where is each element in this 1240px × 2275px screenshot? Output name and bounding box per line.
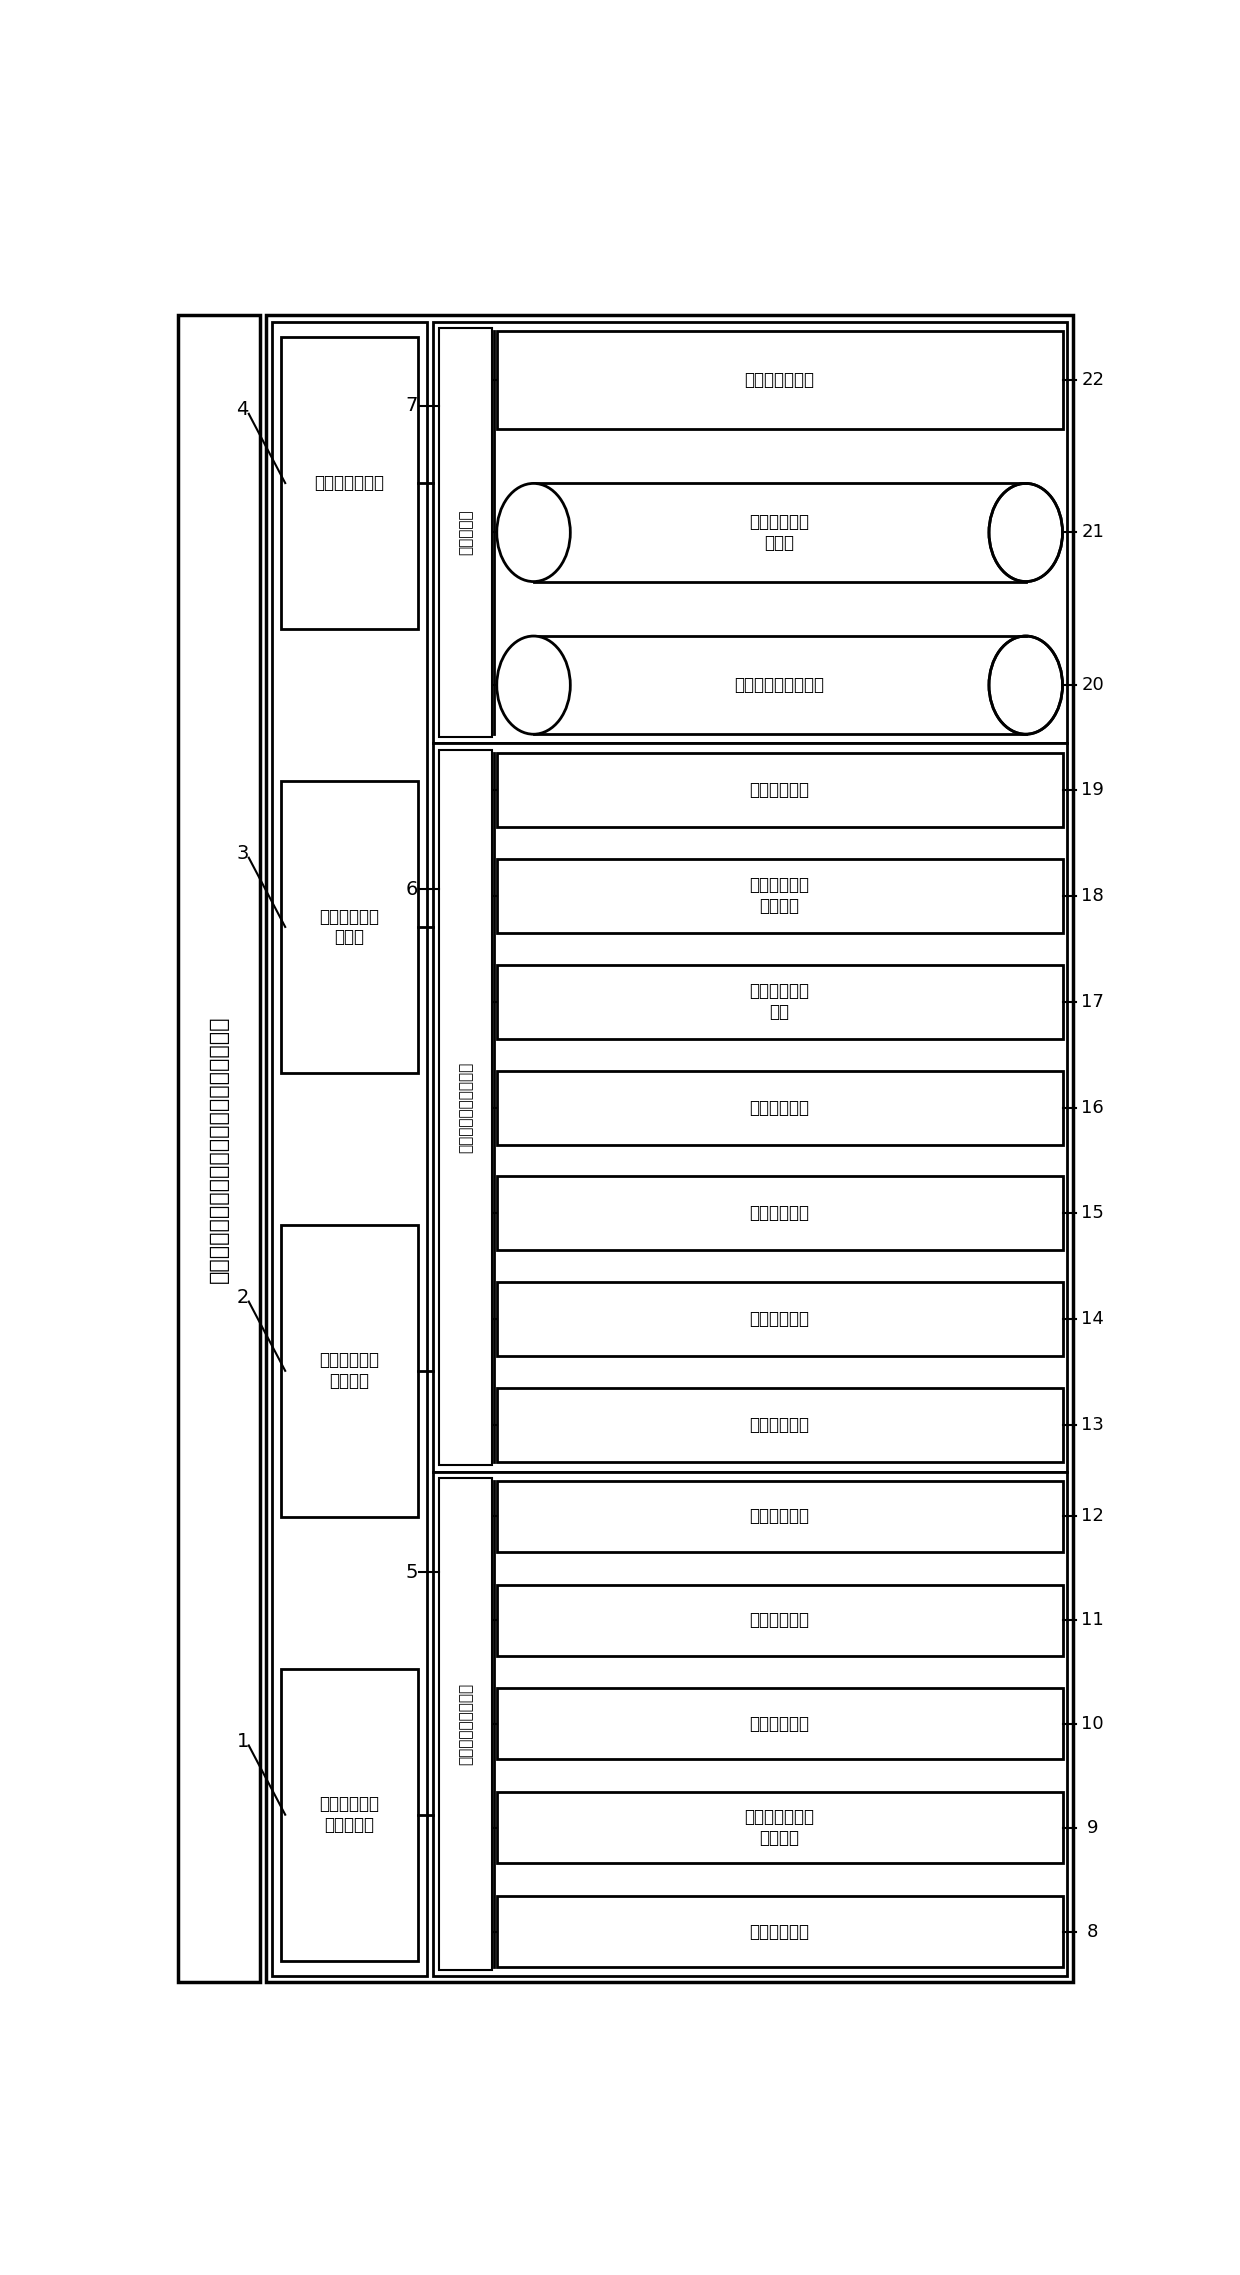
Text: 参数转换模块: 参数转换模块 bbox=[750, 1203, 810, 1222]
Text: 信令解析模块: 信令解析模块 bbox=[750, 1099, 810, 1117]
Text: 3: 3 bbox=[237, 844, 249, 862]
Text: 10: 10 bbox=[1081, 1715, 1104, 1734]
Bar bbox=[433, 744, 1068, 1472]
Bar bbox=[497, 1481, 1063, 1552]
Text: 参数化装配模块: 参数化装配模块 bbox=[315, 473, 384, 491]
Text: 控制响应模块: 控制响应模块 bbox=[750, 1508, 810, 1524]
Bar bbox=[497, 1283, 1063, 1356]
Text: 定子线棒参数
化建模模块: 定子线棒参数 化建模模块 bbox=[320, 1795, 379, 1834]
Text: 12: 12 bbox=[1081, 1508, 1104, 1524]
Bar bbox=[497, 858, 1063, 933]
Text: 2: 2 bbox=[237, 1288, 249, 1308]
Text: 17: 17 bbox=[1081, 992, 1104, 1010]
Text: 15: 15 bbox=[1081, 1203, 1104, 1222]
Bar bbox=[497, 1072, 1063, 1144]
Bar bbox=[281, 1668, 418, 1961]
Text: 19: 19 bbox=[1081, 780, 1104, 799]
Text: 义生模入模块: 义生模入模块 bbox=[750, 1417, 810, 1433]
Text: 4: 4 bbox=[237, 400, 249, 419]
Bar bbox=[281, 780, 418, 1074]
Bar bbox=[439, 1479, 492, 1970]
Text: 22: 22 bbox=[1081, 371, 1105, 389]
Bar bbox=[497, 1388, 1063, 1463]
Text: 6: 6 bbox=[405, 880, 418, 899]
Ellipse shape bbox=[497, 637, 570, 735]
Bar bbox=[497, 1895, 1063, 1968]
Bar bbox=[439, 751, 492, 1465]
Text: 可视化图形参数
输入模块: 可视化图形参数 输入模块 bbox=[745, 1809, 815, 1847]
Text: 18: 18 bbox=[1081, 887, 1104, 905]
Text: 建模规则约束
解析模块: 建模规则约束 解析模块 bbox=[750, 876, 810, 915]
Ellipse shape bbox=[497, 482, 570, 582]
Text: 8: 8 bbox=[1087, 1922, 1099, 1941]
Bar bbox=[497, 965, 1063, 1040]
Bar bbox=[433, 321, 1068, 744]
Bar bbox=[272, 321, 427, 1977]
Bar bbox=[497, 753, 1063, 826]
Text: 压板参数化建
模模块: 压板参数化建 模模块 bbox=[320, 908, 379, 946]
Text: 参数输入模块: 参数输入模块 bbox=[750, 1715, 810, 1734]
Text: 参数解析模块: 参数解析模块 bbox=[750, 1310, 810, 1329]
Text: 20: 20 bbox=[1081, 676, 1104, 694]
Text: 代价函数模型
数据库: 代价函数模型 数据库 bbox=[750, 514, 810, 553]
Bar bbox=[281, 1224, 418, 1517]
Text: 21: 21 bbox=[1081, 523, 1104, 541]
Bar bbox=[533, 482, 1025, 582]
Bar bbox=[533, 637, 1025, 735]
Text: 面向装配模块: 面向装配模块 bbox=[750, 780, 810, 799]
Bar bbox=[497, 1688, 1063, 1759]
Bar bbox=[179, 316, 259, 1982]
Text: 7: 7 bbox=[405, 396, 418, 416]
Text: 模型显示模块: 模型显示模块 bbox=[750, 1922, 810, 1941]
Text: 9: 9 bbox=[1087, 1818, 1099, 1836]
Text: 1: 1 bbox=[237, 1731, 249, 1752]
Text: 支撑环参数化
建模模块: 支撑环参数化 建模模块 bbox=[320, 1351, 379, 1390]
Ellipse shape bbox=[990, 482, 1063, 582]
Text: 大型汽轮发电机定子端部参数化自动建模系统: 大型汽轮发电机定子端部参数化自动建模系统 bbox=[208, 1015, 229, 1283]
Text: 5: 5 bbox=[405, 1563, 418, 1581]
Text: 14: 14 bbox=[1081, 1310, 1104, 1329]
Bar bbox=[497, 1793, 1063, 1863]
Ellipse shape bbox=[990, 637, 1063, 735]
Bar bbox=[281, 337, 418, 630]
Text: 代价函数模型数据库: 代价函数模型数据库 bbox=[734, 676, 825, 694]
Bar bbox=[439, 328, 492, 737]
Text: 数模组织控制
模块: 数模组织控制 模块 bbox=[750, 983, 810, 1021]
Text: 指令信息模块: 指令信息模块 bbox=[750, 1611, 810, 1629]
Text: 几何特征数据库: 几何特征数据库 bbox=[745, 371, 815, 389]
Bar bbox=[497, 1586, 1063, 1656]
Bar bbox=[265, 316, 1074, 1982]
Text: 数据库部分: 数据库部分 bbox=[459, 510, 474, 555]
Bar bbox=[433, 1472, 1068, 1977]
Text: 16: 16 bbox=[1081, 1099, 1104, 1117]
Bar bbox=[497, 330, 1063, 430]
Text: 11: 11 bbox=[1081, 1611, 1104, 1629]
Text: 交互式人机界面部分: 交互式人机界面部分 bbox=[459, 1684, 474, 1765]
Text: 建模管理核心计算部分: 建模管理核心计算部分 bbox=[459, 1062, 474, 1153]
Bar bbox=[497, 1176, 1063, 1251]
Text: 13: 13 bbox=[1081, 1417, 1104, 1433]
